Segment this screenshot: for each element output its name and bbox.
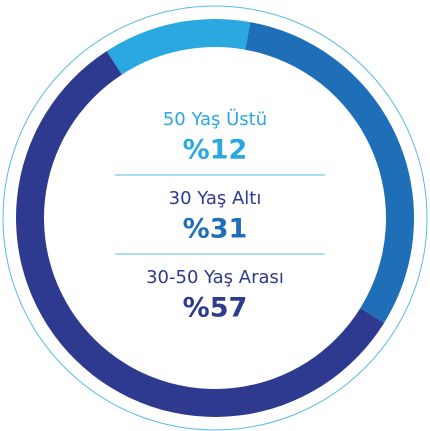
donut xyxy=(16,18,414,418)
donut-segment xyxy=(106,18,251,75)
labels: 50 Yaş Üstü %12 30 Yaş Altı %31 30-50 Yaş Ar… xyxy=(115,108,325,324)
outer-ring xyxy=(2,5,428,431)
value-label: %57 xyxy=(183,293,248,324)
category-label: 30-50 Yaş Arası xyxy=(146,267,284,288)
category-label: 50 Yaş Üstü xyxy=(163,108,267,130)
donut-segment xyxy=(245,22,414,323)
category-label: 30 Yaş Altı xyxy=(169,188,262,209)
value-label: %12 xyxy=(183,135,248,166)
value-label: %31 xyxy=(183,214,248,245)
